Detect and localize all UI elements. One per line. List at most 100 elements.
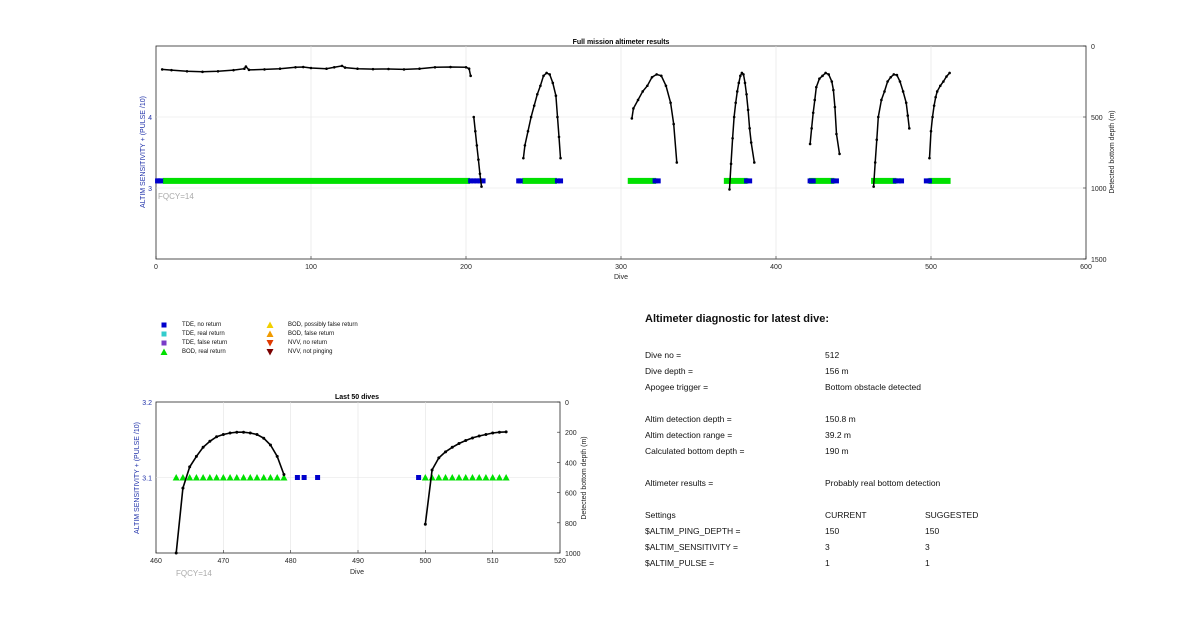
bottom-depth-point — [746, 108, 750, 112]
diag-suggested-value: 150 — [925, 526, 940, 536]
last-50-ylabel: ALTIM SENSITIVITY + (PULSE /10) — [134, 422, 141, 534]
bottom-depth-point — [371, 67, 375, 71]
bottom-depth-point — [170, 68, 173, 72]
last-50-y2label: Detected bottom depth (m) — [581, 436, 588, 519]
y2-tick-label: 1000 — [565, 551, 581, 558]
bottom-depth-point — [469, 74, 472, 78]
bottom-depth-point — [556, 115, 559, 119]
bottom-depth-point — [811, 111, 815, 115]
y2-tick-label: 800 — [565, 521, 577, 528]
last-50-fqcy-annotation: FQCY=14 — [176, 569, 212, 578]
tde-no-return-marker — [895, 178, 901, 184]
last-50-title: Last 50 dives — [335, 394, 379, 401]
bottom-depth-point — [497, 430, 501, 434]
bottom-depth-point — [749, 141, 753, 144]
legend-item: TDE, no return — [160, 321, 221, 329]
bottom-depth-point — [742, 73, 745, 76]
bottom-depth-point — [228, 431, 232, 435]
bod-real-return-marker — [455, 474, 463, 481]
diag-row-detection-depth: Altim detection depth = 150.8 m — [645, 411, 1145, 427]
y2-tick-label: 600 — [565, 491, 577, 498]
legend-item: TDE, real return — [160, 330, 225, 338]
bottom-depth-point — [263, 68, 266, 71]
x-tick-label: 500 — [419, 558, 431, 565]
tde-no-return-marker — [892, 178, 898, 184]
bottom-depth-point — [216, 69, 220, 73]
diag-value: 150.8 m — [825, 414, 856, 424]
y2-tick-label: 200 — [565, 430, 577, 437]
bottom-depth-point — [655, 73, 658, 76]
bottom-depth-point — [181, 486, 185, 490]
diag-row-pulse: $ALTIM_PULSE = 1 1 — [645, 555, 1145, 571]
bottom-depth-point — [672, 122, 675, 126]
tde-no-return-marker — [517, 178, 523, 184]
bottom-depth-point — [664, 84, 668, 88]
bottom-depth-point — [194, 454, 198, 458]
legend-marker-triangle-up — [266, 330, 274, 337]
bottom-depth-point — [262, 436, 266, 440]
tde-no-return-marker — [652, 178, 658, 184]
bod-real-return-marker — [482, 474, 490, 481]
x-tick-label: 600 — [1080, 264, 1092, 271]
legend-item: NVV, not pinging — [266, 348, 332, 356]
bottom-depth-point — [838, 152, 841, 156]
x-tick-label: 460 — [150, 558, 162, 565]
full-mission-ylabel: ALTIM SENSITIVITY + (PULSE /10) — [140, 96, 147, 208]
bod-real-return-band — [809, 177, 835, 184]
full-mission-y2label: Detected bottom depth (m) — [1109, 110, 1116, 193]
bod-real-return-marker — [280, 474, 288, 481]
diag-row-ping-depth: $ALTIM_PING_DEPTH = 150 150 — [645, 523, 1145, 539]
legend-item: TDE, false return — [160, 339, 227, 347]
diag-current-value: 3 — [825, 542, 830, 552]
tde-no-return-marker — [830, 178, 836, 184]
tde-no-return-marker — [315, 475, 321, 480]
bottom-depth-point — [532, 104, 536, 107]
full-mission-title: Full mission altimeter results — [573, 39, 670, 46]
bottom-depth-point — [835, 132, 838, 136]
tde-no-return-marker — [747, 178, 753, 184]
bottom-depth-point — [232, 68, 235, 72]
bod-real-return-marker — [179, 474, 187, 481]
y-tick-label: 4 — [148, 115, 152, 122]
diag-row-dive-no: Dive no = 512 — [645, 347, 1145, 363]
diag-row-sensitivity: $ALTIM_SENSITIVITY = 3 3 — [645, 539, 1145, 555]
y2-tick-label: 0 — [565, 400, 569, 407]
bottom-depth-point — [325, 67, 328, 71]
bod-real-return-marker — [172, 474, 180, 481]
bod-real-return-marker — [468, 474, 476, 481]
bottom-depth-point — [268, 443, 272, 447]
tde-no-return-marker — [923, 178, 929, 184]
diag-label: Calculated bottom depth = — [645, 446, 745, 456]
bottom-depth-point — [477, 434, 481, 438]
bottom-depth-point — [935, 90, 939, 93]
bottom-depth-point — [660, 74, 663, 78]
bottom-depth-point — [551, 81, 555, 85]
bottom-depth-point — [892, 73, 896, 76]
bottom-depth-point — [539, 84, 542, 88]
bottom-depth-point — [470, 436, 474, 440]
diag-current-value: 150 — [825, 526, 840, 536]
bod-real-return-marker — [219, 474, 227, 481]
x-tick-label: 490 — [352, 558, 364, 565]
x-tick-label: 520 — [554, 558, 566, 565]
bottom-depth-point — [833, 105, 837, 109]
bottom-depth-point — [942, 80, 945, 83]
bottom-depth-point — [332, 66, 336, 69]
tde-no-return-marker — [158, 178, 164, 184]
tde-no-return-marker — [477, 178, 483, 184]
bottom-depth-point — [301, 65, 305, 69]
bod-real-return-band — [723, 177, 748, 184]
x-tick-label: 300 — [615, 264, 627, 271]
bottom-depth-point — [808, 142, 812, 146]
bottom-depth-point — [356, 67, 359, 71]
bod-real-return-marker — [266, 474, 274, 481]
bottom-depth-point — [813, 98, 817, 102]
bottom-depth-point — [545, 71, 548, 75]
bottom-depth-point — [827, 73, 830, 76]
bottom-depth-point — [294, 66, 297, 69]
bottom-depth-line — [928, 72, 951, 159]
diag-current-value: 1 — [825, 558, 830, 568]
bottom-depth-point — [739, 74, 742, 78]
tde-no-return-marker — [744, 178, 750, 184]
bottom-depth-line — [631, 73, 678, 163]
